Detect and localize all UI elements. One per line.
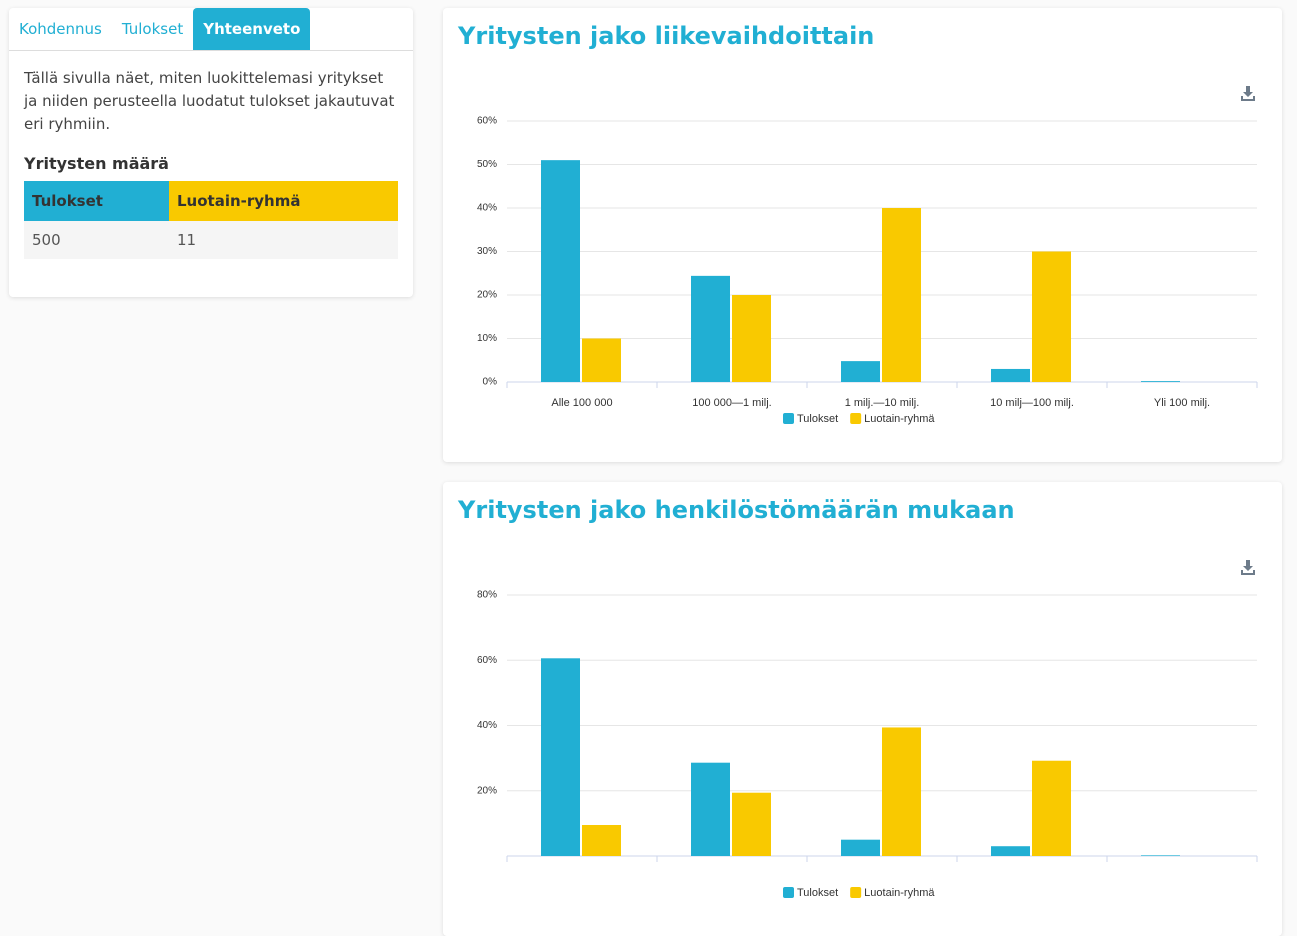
- x-tick-label: 10 milj—100 milj.: [990, 397, 1074, 409]
- legend-label[interactable]: Tulokset: [797, 413, 838, 425]
- tab[interactable]: Yhteenveto: [193, 8, 311, 50]
- tab[interactable]: Kohdennus: [19, 20, 102, 38]
- x-tick-label: Alle 100 000: [551, 397, 612, 409]
- y-tick-label: 10%: [477, 333, 497, 344]
- y-tick-label: 30%: [477, 246, 497, 257]
- sidebar: Kohdennus Tulokset Yhteenveto Tällä sivu…: [9, 8, 413, 297]
- bar: [582, 338, 621, 382]
- download-icon[interactable]: [1241, 560, 1255, 575]
- x-tick-label: 1 milj.—10 milj.: [845, 397, 920, 409]
- bar: [991, 846, 1030, 856]
- chart-card: 20% 40% 60% 80% Tulokset Luotain-ryhmä Yritys…: [443, 482, 1282, 936]
- table-heading: Yritysten määrä: [24, 154, 169, 173]
- header-cell: Luotain-ryhmä: [169, 181, 398, 221]
- bar: [882, 208, 921, 382]
- tabs: Kohdennus Tulokset Yhteenveto: [9, 8, 413, 51]
- legend-label[interactable]: Luotain-ryhmä: [864, 887, 935, 899]
- y-tick-label: 40%: [477, 720, 497, 731]
- y-tick-label: 60%: [477, 655, 497, 666]
- chart-card: 0% 10% 20% 30% 40% 50% 60% Alle 100 000 100 000—…: [443, 8, 1282, 462]
- y-tick-label: 20%: [477, 290, 497, 301]
- legend-swatch: [850, 413, 862, 424]
- bar: [732, 295, 771, 382]
- bar: [1032, 760, 1071, 856]
- cell: 500: [24, 221, 169, 259]
- chart-title: Yritysten jako liikevaihdoittain: [458, 22, 875, 50]
- bar: [691, 762, 730, 856]
- chart-title: Yritysten jako henkilöstömäärän mukaan: [458, 496, 1015, 524]
- chart: 20% 40% 60% 80% Tulokset Luotain-ryhmä: [477, 560, 1258, 899]
- bar: [1032, 251, 1071, 382]
- legend-swatch: [783, 413, 794, 424]
- bar: [691, 275, 730, 382]
- bar: [541, 658, 580, 856]
- tab[interactable]: Tulokset: [121, 20, 184, 38]
- y-tick-label: 0%: [483, 377, 498, 388]
- cell: 11: [169, 221, 398, 259]
- bar: [841, 839, 880, 856]
- table: Tulokset Luotain-ryhmä 500 11: [24, 181, 398, 259]
- icon-part: [1241, 96, 1255, 101]
- header-cell: Tulokset: [24, 181, 169, 221]
- bar: [732, 792, 771, 856]
- bar: [841, 361, 880, 382]
- bar: [991, 368, 1030, 382]
- y-tick-label: 50%: [477, 159, 497, 170]
- chart: 0% 10% 20% 30% 40% 50% 60% Alle 100 000 100 000—…: [477, 86, 1258, 425]
- bar: [1141, 855, 1180, 856]
- bar: [541, 160, 580, 382]
- y-tick-label: 40%: [477, 203, 497, 214]
- y-tick-label: 60%: [477, 116, 497, 127]
- legend-label[interactable]: Tulokset: [797, 887, 838, 899]
- intro: Tällä sivulla näet, miten luokittelemasi…: [24, 69, 395, 133]
- legend-label[interactable]: Luotain-ryhmä: [864, 413, 935, 425]
- icon-part: [1243, 560, 1253, 571]
- page: Kohdennus Tulokset Yhteenveto Tällä sivu…: [9, 8, 1282, 899]
- download-icon[interactable]: [1241, 86, 1255, 101]
- x-tick-label: 100 000—1 milj.: [692, 397, 772, 409]
- y-tick-label: 80%: [477, 590, 497, 601]
- bar: [882, 727, 921, 856]
- icon-part: [1243, 86, 1253, 97]
- legend-swatch: [783, 887, 794, 898]
- x-tick-label: Yli 100 milj.: [1154, 397, 1210, 409]
- legend-swatch: [850, 887, 862, 898]
- bar: [1141, 381, 1180, 382]
- bar: [582, 825, 621, 856]
- icon-part: [1241, 570, 1255, 575]
- y-tick-label: 20%: [477, 785, 497, 796]
